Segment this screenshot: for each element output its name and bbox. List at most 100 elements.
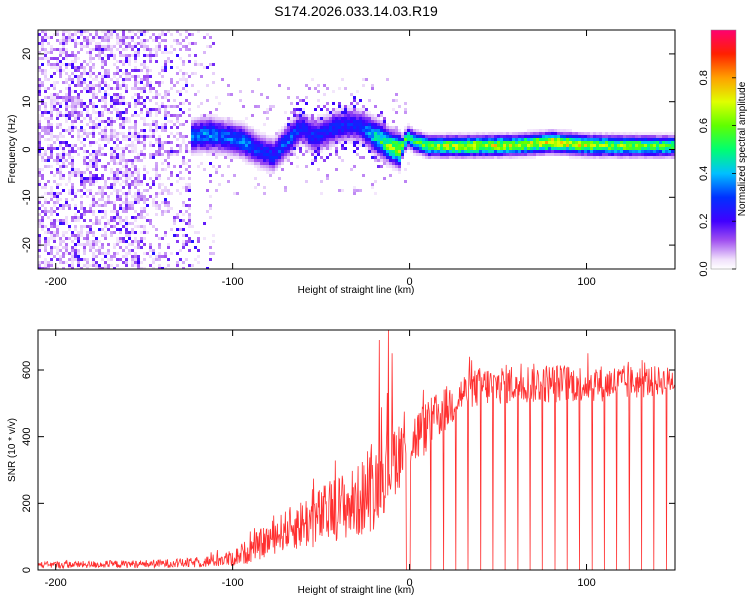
spectrogram-cell xyxy=(92,57,95,60)
spectrogram-cell xyxy=(389,147,392,150)
spectrogram-cell xyxy=(164,117,167,120)
spectrogram-cell xyxy=(185,234,188,237)
spectrogram-cell xyxy=(311,135,314,138)
spectrogram-cell xyxy=(71,111,74,114)
spectrogram-cell xyxy=(527,132,530,135)
spectrogram-cell xyxy=(149,141,152,144)
spectrogram-cell xyxy=(254,129,257,132)
spectrogram-cell xyxy=(68,117,71,120)
spectrogram-cell xyxy=(521,153,524,156)
spectrogram-cell xyxy=(74,126,77,129)
spectrogram-cell xyxy=(632,150,635,153)
spectrogram-cell xyxy=(86,189,89,192)
spectrogram-cell xyxy=(584,147,587,150)
spectrogram-cell xyxy=(134,150,137,153)
spectrogram-cell xyxy=(140,213,143,216)
spectrogram-cell xyxy=(92,201,95,204)
spectrogram-cell xyxy=(77,111,80,114)
snr-series-line xyxy=(38,330,675,570)
spectrogram-cell xyxy=(86,45,89,48)
spectrogram-cell xyxy=(38,144,41,147)
spectrogram-cell xyxy=(587,135,590,138)
spectrogram-cell xyxy=(65,249,68,252)
spectrogram-cell xyxy=(326,114,329,117)
spectrogram-cell xyxy=(143,90,146,93)
spectrogram-cell xyxy=(458,156,461,159)
spectrogram-cell xyxy=(131,207,134,210)
spectrogram-cell xyxy=(83,186,86,189)
spectrogram-cell xyxy=(617,144,620,147)
spectrogram-cell xyxy=(191,33,194,36)
spectrogram-cell xyxy=(593,132,596,135)
spectrogram-cell xyxy=(548,129,551,132)
spectrogram-cell xyxy=(464,141,467,144)
spectrogram-cell xyxy=(137,183,140,186)
spectrogram-cell xyxy=(509,147,512,150)
spectrogram-cell xyxy=(194,144,197,147)
spectrogram-cell xyxy=(134,54,137,57)
spectrogram-cell xyxy=(476,150,479,153)
spectrogram-cell xyxy=(632,147,635,150)
spectrogram-cell xyxy=(62,48,65,51)
spectrogram-cell xyxy=(470,147,473,150)
spectrogram-cell xyxy=(362,78,365,81)
spectrogram-cell xyxy=(176,228,179,231)
spectrogram-cell xyxy=(503,150,506,153)
spectrogram-cell xyxy=(509,150,512,153)
spectrogram-cell xyxy=(110,177,113,180)
spectrogram-cell xyxy=(125,255,128,258)
spectrogram-cell xyxy=(422,144,425,147)
spectrogram-cell xyxy=(86,72,89,75)
spectrogram-cell xyxy=(440,138,443,141)
spectrogram-cell xyxy=(56,33,59,36)
spectrogram-cell xyxy=(362,132,365,135)
spectrogram-cell xyxy=(119,60,122,63)
spectrogram-cell xyxy=(191,42,194,45)
spectrogram-cell xyxy=(101,66,104,69)
spectrogram-cell xyxy=(125,159,128,162)
spectrogram-cell xyxy=(632,144,635,147)
spectrogram-cell xyxy=(347,120,350,123)
spectrogram-cell xyxy=(110,48,113,51)
spectrogram-cell xyxy=(188,60,191,63)
spectrogram-cell xyxy=(128,192,131,195)
spectrogram-cell xyxy=(149,186,152,189)
spectrogram-cell xyxy=(89,132,92,135)
spectrogram-cell xyxy=(125,234,128,237)
spectrogram-cell xyxy=(107,195,110,198)
spectrogram-cell xyxy=(122,33,125,36)
spectrogram-cell xyxy=(473,132,476,135)
spectrogram-cell xyxy=(656,138,659,141)
spectrogram-cell xyxy=(371,183,374,186)
spectrogram-cell xyxy=(191,132,194,135)
spectrogram-cell xyxy=(71,36,74,39)
spectrogram-cell xyxy=(257,165,260,168)
spectrogram-cell xyxy=(305,129,308,132)
spectrogram-cell xyxy=(119,183,122,186)
spectrogram-cell xyxy=(365,120,368,123)
spectrogram-cell xyxy=(41,153,44,156)
spectrogram-cell xyxy=(332,141,335,144)
spectrogram-cell xyxy=(323,159,326,162)
spectrogram-cell xyxy=(134,60,137,63)
spectrogram-cell xyxy=(83,132,86,135)
spectrogram-cell xyxy=(71,156,74,159)
spectrogram-cell xyxy=(80,243,83,246)
spectrogram-cell xyxy=(446,153,449,156)
spectrogram-cell xyxy=(365,123,368,126)
spectrogram-cell xyxy=(305,150,308,153)
spectrogram-cell xyxy=(170,33,173,36)
spectrogram-cell xyxy=(143,168,146,171)
spectrogram-cell xyxy=(44,192,47,195)
spectrogram-cell xyxy=(215,114,218,117)
spectrogram-cell xyxy=(326,177,329,180)
spectrogram-cell xyxy=(89,81,92,84)
spectrogram-cell xyxy=(86,51,89,54)
spectrogram-cell xyxy=(560,129,563,132)
spectrogram-cell xyxy=(221,78,224,81)
spectrogram-cell xyxy=(329,144,332,147)
spectrogram-cell xyxy=(146,204,149,207)
spectrogram-cell xyxy=(407,135,410,138)
spectrogram-cell xyxy=(80,84,83,87)
spectrogram-cell xyxy=(569,153,572,156)
